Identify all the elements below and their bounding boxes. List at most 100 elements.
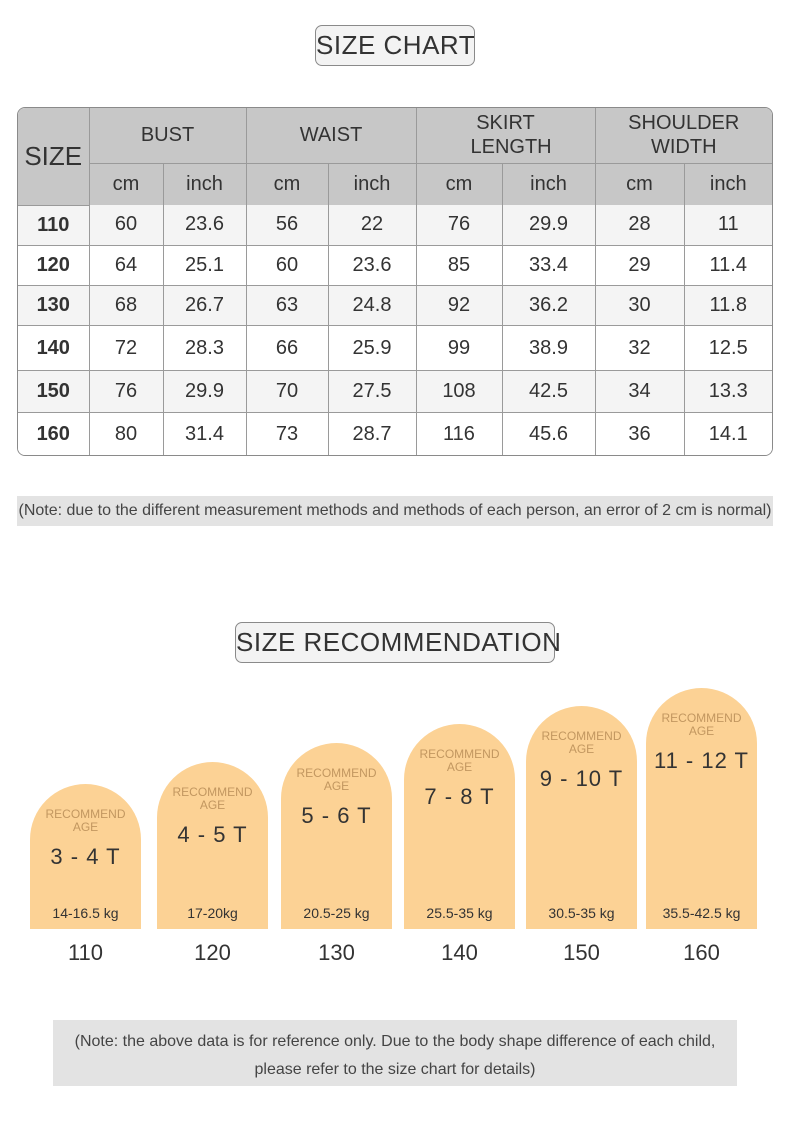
weight-range: 30.5-35 kg	[548, 905, 615, 921]
weight-range: 25.5-35 kg	[426, 905, 493, 921]
size-card: RECOMMEND AGE 11 - 12 T 35.5-42.5 kg	[646, 688, 757, 929]
table-row: 140 72 28.3 66 25.9 99 38.9 32 12.5	[18, 325, 772, 371]
unit-header: inch	[683, 162, 772, 205]
measurement-cell: 23.6	[327, 244, 417, 287]
size-card: RECOMMEND AGE 5 - 6 T 20.5-25 kg	[281, 743, 392, 929]
size-value-cell: 130	[18, 285, 90, 327]
size-value-cell: 110	[18, 205, 90, 246]
measurement-cell: 11.8	[683, 285, 772, 327]
age-label: AGE	[323, 779, 350, 793]
recommend-age-label: RECOMMEND AGE	[526, 730, 637, 756]
age-range: 3 - 4 T	[50, 844, 121, 869]
measurement-cell: 36	[594, 412, 685, 455]
card-size-label: 140	[441, 940, 478, 965]
measurement-cell: 38.9	[501, 325, 596, 371]
measurement-cell: 108	[415, 369, 503, 414]
table-row: 130 68 26.7 63 24.8 92 36.2 30 11.8	[18, 285, 772, 327]
measurement-cell: 68	[88, 285, 164, 327]
size-value-cell: 140	[18, 325, 90, 371]
waist-header: WAIST	[245, 108, 417, 164]
table-row: 120 64 25.1 60 23.6 85 33.4 29 11.4	[18, 244, 772, 287]
age-range: 7 - 8 T	[424, 784, 495, 809]
measurement-cell: 31.4	[162, 412, 247, 455]
measurement-note: (Note: due to the different measurement …	[17, 496, 773, 526]
measurement-cell: 30	[594, 285, 685, 327]
recommend-age-label: RECOMMEND AGE	[157, 786, 268, 812]
age-range: 11 - 12 T	[653, 748, 749, 773]
measurement-cell: 116	[415, 412, 503, 455]
card-size-label: 160	[683, 940, 720, 965]
measurement-cell: 70	[245, 369, 329, 414]
weight-range: 14-16.5 kg	[52, 905, 119, 921]
measurement-cell: 13.3	[683, 369, 772, 414]
shoulder-width-header: SHOULDER WIDTH	[594, 108, 772, 164]
size-recommendation-title: SIZE RECOMMENDATION	[235, 622, 561, 663]
measurement-cell: 12.5	[683, 325, 772, 371]
measurement-cell: 27.5	[327, 369, 417, 414]
age-range: 5 - 6 T	[301, 803, 372, 828]
recommend-label: RECOMMEND	[419, 747, 500, 761]
recommend-label: RECOMMEND	[661, 711, 742, 725]
age-label: AGE	[199, 798, 226, 812]
age-label: AGE	[688, 724, 715, 738]
age-range: 4 - 5 T	[177, 822, 248, 847]
measurement-cell: 28	[594, 205, 685, 246]
weight-range: 20.5-25 kg	[303, 905, 370, 921]
recommend-label: RECOMMEND	[541, 729, 622, 743]
card-size-label: 110	[67, 940, 104, 965]
size-card: RECOMMEND AGE 4 - 5 T 17-20kg	[157, 762, 268, 929]
unit-header: inch	[501, 162, 596, 205]
measurement-cell: 28.7	[327, 412, 417, 455]
measurement-cell: 11	[683, 205, 772, 246]
unit-header: cm	[594, 162, 685, 205]
measurement-cell: 29.9	[162, 369, 247, 414]
reference-note-line-1: (Note: the above data is for reference o…	[74, 1033, 716, 1050]
card-size-label: 130	[318, 940, 355, 965]
weight-range: 35.5-42.5 kg	[662, 905, 741, 921]
skirt-length-header: SKIRT LENGTH	[415, 108, 596, 164]
unit-header: inch	[162, 162, 247, 205]
age-label: AGE	[568, 742, 595, 756]
measurement-cell: 14.1	[683, 412, 772, 455]
size-value-cell: 160	[18, 412, 90, 455]
measurement-cell: 23.6	[162, 205, 247, 246]
table-row: 160 80 31.4 73 28.7 116 45.6 36 14.1	[18, 412, 772, 455]
measurement-cell: 25.1	[162, 244, 247, 287]
measurement-cell: 29.9	[501, 205, 596, 246]
measurement-cell: 64	[88, 244, 164, 287]
measurement-cell: 36.2	[501, 285, 596, 327]
measurement-cell: 28.3	[162, 325, 247, 371]
size-chart-title: SIZE CHART	[315, 25, 475, 66]
measurement-cell: 32	[594, 325, 685, 371]
measurement-cell: 99	[415, 325, 503, 371]
unit-header: cm	[89, 162, 164, 205]
measurement-cell: 25.9	[327, 325, 417, 371]
measurement-cell: 85	[415, 244, 503, 287]
measurement-cell: 80	[88, 412, 164, 455]
reference-note-line-2: please refer to the size chart for detai…	[254, 1061, 536, 1078]
measurement-cell: 29	[594, 244, 685, 287]
measurement-cell: 63	[245, 285, 329, 327]
measurement-cell: 45.6	[501, 412, 596, 455]
unit-header: inch	[327, 162, 417, 205]
card-size-label: 150	[563, 940, 600, 965]
measurement-cell: 56	[245, 205, 329, 246]
measurement-cell: 11.4	[683, 244, 772, 287]
unit-header: cm	[415, 162, 503, 205]
bust-header: BUST	[88, 108, 247, 164]
measurement-cell: 26.7	[162, 285, 247, 327]
measurement-cell: 34	[594, 369, 685, 414]
size-value-cell: 150	[18, 369, 90, 414]
measurement-cell: 24.8	[327, 285, 417, 327]
recommend-label: RECOMMEND	[45, 807, 126, 821]
reference-note: (Note: the above data is for reference o…	[53, 1020, 737, 1086]
size-card: RECOMMEND AGE 7 - 8 T 25.5-35 kg	[404, 724, 515, 929]
size-column-header: SIZE	[18, 108, 90, 206]
measurement-cell: 92	[415, 285, 503, 327]
recommend-label: RECOMMEND	[172, 785, 253, 799]
measurement-cell: 42.5	[501, 369, 596, 414]
measurement-cell: 73	[245, 412, 329, 455]
weight-range: 17-20kg	[187, 905, 238, 921]
size-chart-table: SIZE BUST WAIST SKIRT LENGTH SHOULDER WI…	[17, 107, 773, 456]
recommend-age-label: RECOMMEND AGE	[646, 712, 757, 738]
